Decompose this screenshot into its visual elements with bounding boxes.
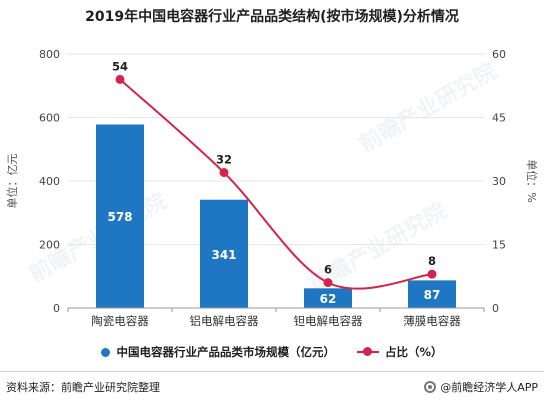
bar — [408, 280, 456, 308]
bar — [200, 199, 248, 308]
line-legend-marker — [356, 347, 379, 356]
chart-title: 2019年中国电容器行业产品品类结构(按市场规模)分析情况 — [85, 9, 459, 25]
bar-value-label: 578 — [107, 210, 132, 224]
legend-item-bar: 中国电容器行业产品品类市场规模（亿元） — [101, 344, 335, 360]
line-value-label: 32 — [216, 153, 232, 167]
legend-item-line: 占比（%） — [356, 344, 443, 360]
line-point — [115, 74, 125, 84]
line-point — [427, 269, 437, 279]
footer-divider — [0, 371, 544, 372]
y-right-tick-label: 15 — [492, 239, 506, 252]
y-right-tick-label: 45 — [492, 112, 506, 125]
x-tick-label: 钽电解电容器 — [294, 314, 363, 328]
legend-label-line: 占比（%） — [384, 345, 443, 359]
line-value-label: 6 — [324, 263, 332, 277]
y-left-tick-label: 0 — [53, 302, 60, 315]
line-series — [115, 74, 437, 290]
data-labels: 578 341 62 87 54 32 6 8 — [107, 59, 440, 306]
legend-label-bar: 中国电容器行业产品品类市场规模（亿元） — [116, 345, 335, 359]
y-right-axis-title: 单位：% — [525, 159, 539, 202]
y-right-tick-label: 30 — [492, 175, 506, 188]
y-left-tick-label: 200 — [39, 239, 60, 252]
bar-value-label: 87 — [424, 288, 441, 302]
y-right-tick-label: 0 — [492, 302, 499, 315]
y-left-tick-label: 800 — [39, 48, 60, 61]
line-point — [323, 278, 333, 288]
bar — [304, 288, 352, 308]
line-value-label: 8 — [428, 254, 436, 268]
brand-label: @前瞻经济学人APP — [440, 381, 538, 394]
bar-legend-marker — [101, 347, 111, 357]
line-point — [219, 168, 229, 178]
y-left-axis-title: 单位：亿元 — [5, 154, 19, 209]
x-tick-label: 陶瓷电容器 — [91, 314, 149, 328]
y-right-tick-label: 60 — [492, 48, 506, 61]
bar-value-label: 62 — [320, 292, 337, 306]
brand-credit: @前瞻经济学人APP — [424, 379, 538, 395]
source-note: 资料来源：前瞻产业研究院整理 — [6, 381, 160, 394]
bar — [96, 124, 144, 308]
legend: 中国电容器行业产品品类市场规模（亿元） 占比（%） — [0, 344, 544, 360]
share-line — [119, 78, 433, 290]
combo-chart: 578 341 62 87 54 32 6 8 0 200 400 600 800 0 15 30 45 60 陶… — [5, 48, 539, 328]
brand-logo-icon — [424, 381, 437, 393]
bar-series — [96, 124, 456, 308]
bar-value-label: 341 — [211, 248, 236, 262]
x-tick-label: 铝电解电容器 — [190, 314, 259, 328]
line-value-label: 54 — [112, 59, 128, 73]
y-left-tick-label: 600 — [39, 112, 60, 125]
y-left-tick-label: 400 — [39, 175, 60, 188]
x-tick-label: 薄膜电容器 — [403, 314, 461, 328]
axes: 0 200 400 600 800 0 15 30 45 60 陶瓷电容器 铝电解电容器 钽电解电容器 薄… — [5, 48, 539, 328]
